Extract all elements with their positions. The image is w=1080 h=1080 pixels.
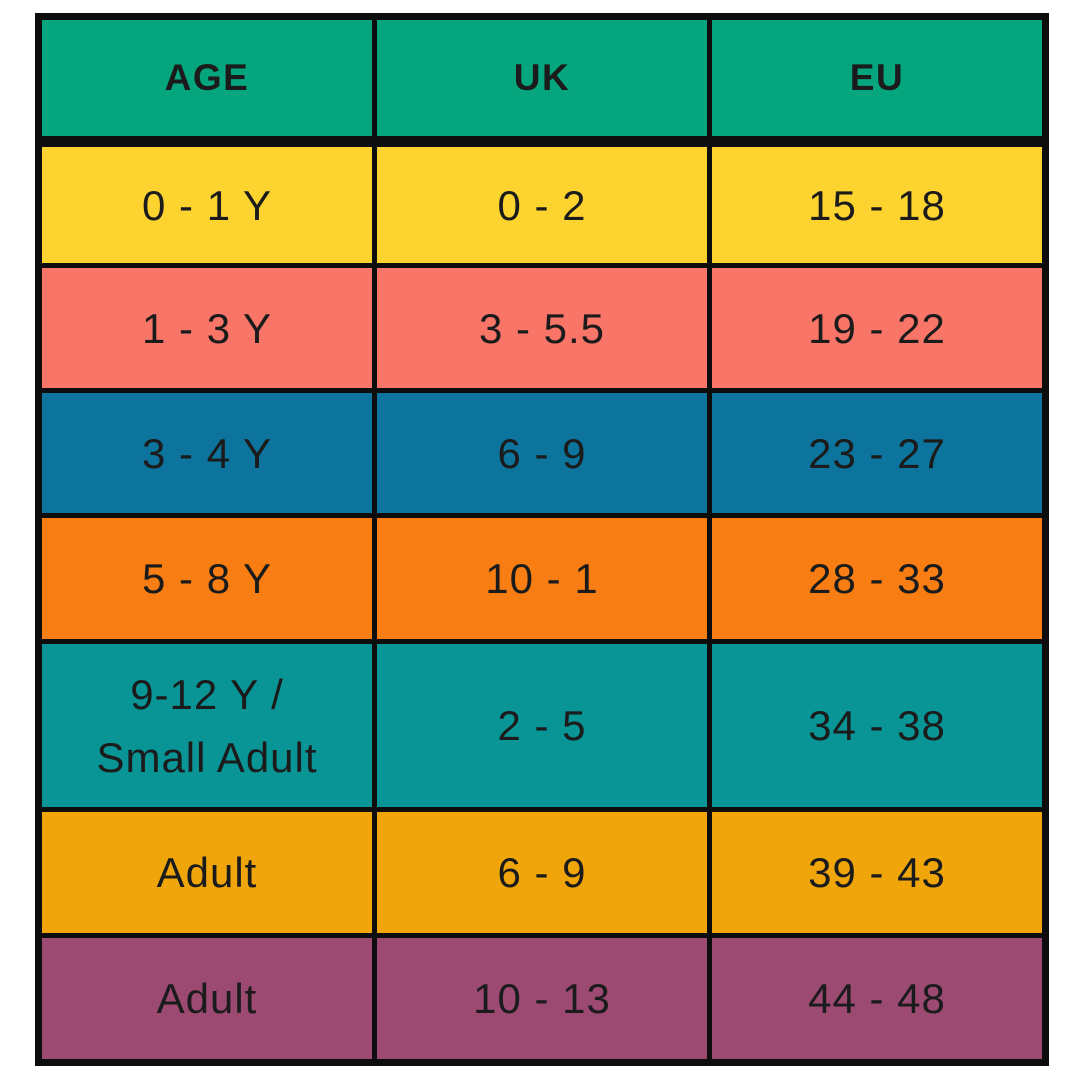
cell-uk-row-1: 3 - 5.5: [377, 268, 707, 388]
cell-age-row-4: 9-12 Y / Small Adult: [42, 644, 372, 807]
cell-age-row-2: 3 - 4 Y: [42, 393, 372, 513]
cell-uk-row-2: 6 - 9: [377, 393, 707, 513]
cell-uk-row-0: 0 - 2: [377, 147, 707, 263]
cell-age-row-1: 1 - 3 Y: [42, 268, 372, 388]
size-conversion-table: AGE UK EU 0 - 1 Y 0 - 2 15 - 18 1 - 3 Y …: [35, 13, 1049, 1066]
column-header-age: AGE: [42, 20, 372, 142]
cell-eu-row-5: 39 - 43: [712, 812, 1042, 933]
cell-age-row-0: 0 - 1 Y: [42, 147, 372, 263]
cell-age-row-3: 5 - 8 Y: [42, 518, 372, 639]
column-header-uk: UK: [377, 20, 707, 142]
cell-eu-row-2: 23 - 27: [712, 393, 1042, 513]
cell-eu-row-3: 28 - 33: [712, 518, 1042, 639]
column-header-eu: EU: [712, 20, 1042, 142]
cell-uk-row-4: 2 - 5: [377, 644, 707, 807]
cell-eu-row-6: 44 - 48: [712, 938, 1042, 1059]
cell-uk-row-3: 10 - 1: [377, 518, 707, 639]
cell-eu-row-1: 19 - 22: [712, 268, 1042, 388]
cell-age-row-6: Adult: [42, 938, 372, 1059]
cell-uk-row-6: 10 - 13: [377, 938, 707, 1059]
cell-age-row-5: Adult: [42, 812, 372, 933]
cell-uk-row-5: 6 - 9: [377, 812, 707, 933]
cell-eu-row-4: 34 - 38: [712, 644, 1042, 807]
cell-eu-row-0: 15 - 18: [712, 147, 1042, 263]
